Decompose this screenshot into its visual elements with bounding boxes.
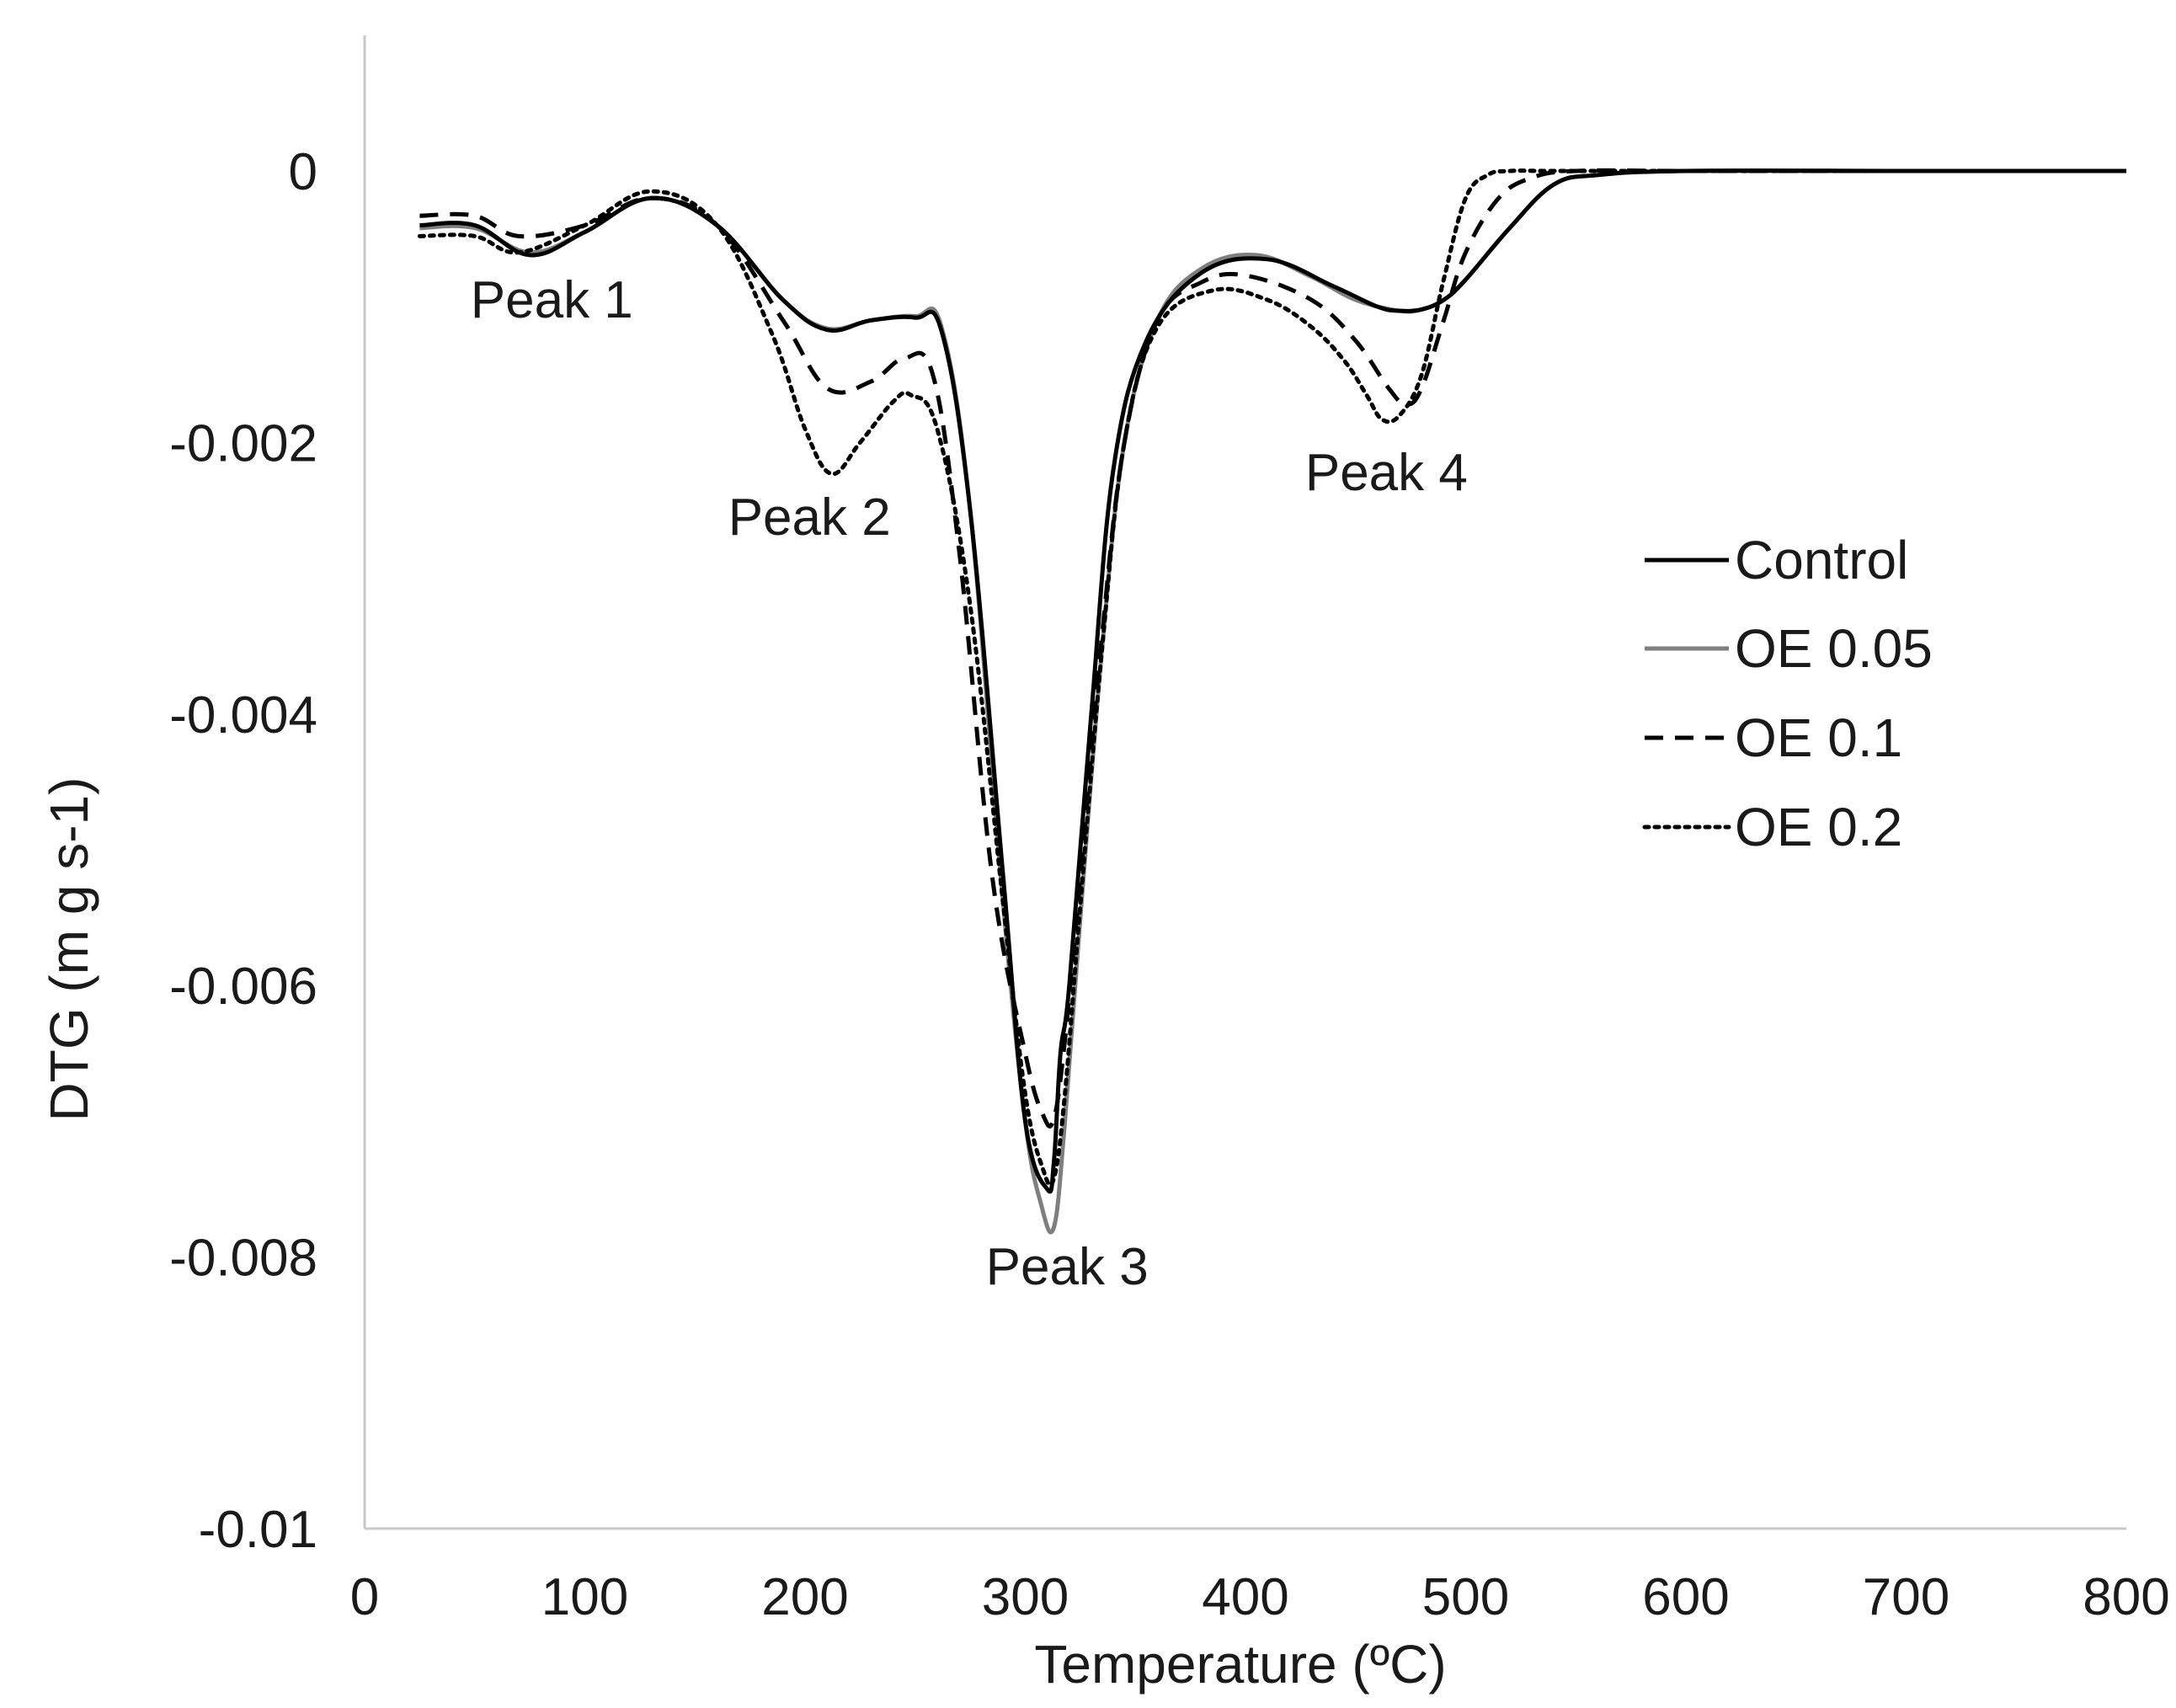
- x-tick-label: 800: [2083, 1568, 2169, 1626]
- series-line-control: [419, 168, 2126, 1194]
- series-line-oe-0-05: [419, 168, 2126, 1235]
- peak-label: Peak 1: [471, 271, 633, 329]
- legend: Control OE 0.05 OE 0.1 OE 0.2: [1642, 530, 1933, 857]
- x-tick-label: 0: [350, 1568, 379, 1626]
- x-tick-label: 200: [761, 1568, 848, 1626]
- y-tick-label: -0.004: [169, 686, 317, 745]
- legend-label: OE 0.05: [1735, 618, 1933, 679]
- peak-annotations: Peak 1 Peak 2 Peak 3 Peak 4: [471, 271, 1468, 1296]
- series-line-oe-0-2: [417, 168, 2129, 1188]
- x-axis-title: Temperature (ºC): [1034, 1634, 1446, 1695]
- peak-label: Peak 3: [986, 1238, 1149, 1296]
- axes: 0 -0.002 -0.004 -0.006 -0.008 -0.01 0 100 200 300…: [169, 35, 2170, 1626]
- x-tick-label: 500: [1422, 1568, 1509, 1626]
- series-line-oe-0-1: [419, 168, 2126, 1129]
- series-lines: [417, 168, 2129, 1235]
- x-tick-label: 700: [1863, 1568, 1949, 1626]
- legend-label: Control: [1735, 530, 1908, 590]
- y-tick-label: -0.01: [199, 1501, 317, 1559]
- y-tick-label: -0.006: [169, 958, 317, 1016]
- y-axis-title: DTG (m g s-1): [39, 777, 99, 1122]
- x-tick-label: 600: [1642, 1568, 1729, 1626]
- peak-label: Peak 4: [1305, 444, 1468, 502]
- x-tick-label: 300: [982, 1568, 1069, 1626]
- y-tick-label: 0: [289, 143, 317, 201]
- x-tick-label: 100: [541, 1568, 628, 1626]
- y-tick-label: -0.008: [169, 1230, 317, 1288]
- legend-label: OE 0.2: [1735, 797, 1902, 857]
- peak-label: Peak 2: [728, 488, 891, 547]
- y-tick-label: -0.002: [169, 414, 317, 472]
- legend-label: OE 0.1: [1735, 707, 1902, 768]
- x-tick-label: 400: [1202, 1568, 1288, 1626]
